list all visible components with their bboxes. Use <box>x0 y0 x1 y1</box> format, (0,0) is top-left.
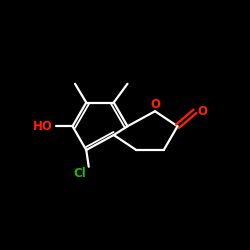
Text: HO: HO <box>32 120 52 133</box>
Text: O: O <box>197 105 207 118</box>
Text: O: O <box>150 98 160 111</box>
Text: Cl: Cl <box>74 167 86 180</box>
